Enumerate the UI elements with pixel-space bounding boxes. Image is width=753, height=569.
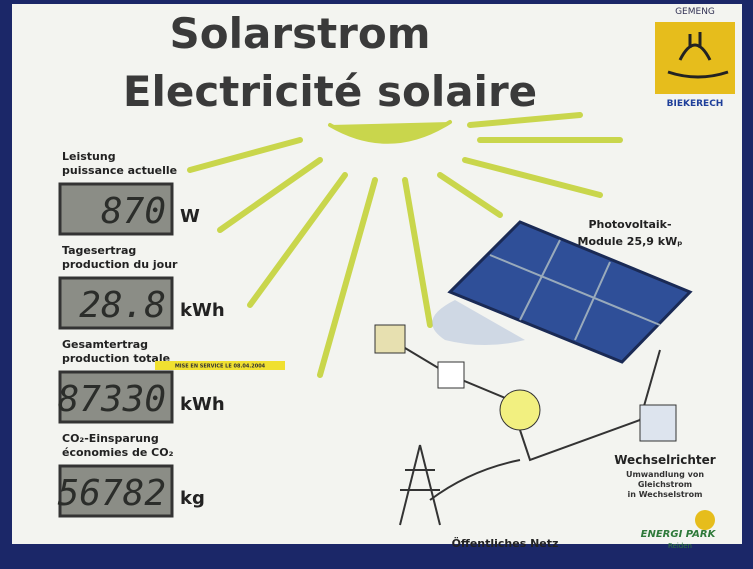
reading-label: CO₂-Einsparung (62, 432, 159, 445)
reading-label: Gesamtertrag (62, 338, 148, 351)
reading-label-fr: production du jour (62, 258, 178, 271)
park-sun (695, 510, 715, 530)
park-place: Reiden (668, 542, 692, 550)
inverter-line: Umwandlung von (626, 470, 704, 479)
logo-name: BIEKERECH (667, 99, 724, 109)
reading-label: Leistung (62, 150, 116, 163)
logo-box (655, 22, 735, 94)
reading-value: 28.8 (79, 285, 166, 326)
photo: Solarstrom Electricité solaire GEMENG BI… (0, 0, 753, 569)
logo-top: GEMENG (675, 7, 715, 17)
page: Solarstrom Electricité solaire GEMENG BI… (0, 0, 753, 569)
park-name: ENERGI PARK (641, 529, 717, 540)
reading-label-fr: puissance actuelle (62, 164, 177, 177)
grid-label: Öffentliches Netz (452, 536, 559, 550)
reading-label-fr: économies de CO₂ (62, 446, 174, 459)
modules-2: Module 25,9 kWₚ (578, 235, 683, 248)
reading-label-fr: production totale (62, 352, 170, 365)
subtitle: Electricité solaire (123, 67, 537, 116)
modules-1: Photovoltaik- (588, 218, 671, 231)
reading-unit: kWh (180, 300, 225, 321)
inverter (640, 405, 676, 441)
bulb (500, 390, 540, 430)
outlet (438, 362, 464, 388)
title: Solarstrom (170, 9, 431, 58)
reading-unit: kWh (180, 394, 225, 415)
inverter-line: in Wechselstrom (628, 490, 703, 499)
reading-unit: W (180, 206, 200, 227)
reading-value: 870 (101, 191, 166, 232)
reading-value: 87330 (58, 379, 166, 420)
battery (375, 325, 405, 353)
note: MISE EN SERVICE LE 08.04.2004 (175, 364, 266, 370)
inverter-line: Gleichstrom (638, 480, 692, 489)
inverter-title: Wechselrichter (614, 453, 716, 467)
reading-unit: kg (180, 488, 205, 509)
reading-value: 56782 (58, 473, 166, 514)
reading-label: Tagesertrag (62, 244, 136, 257)
